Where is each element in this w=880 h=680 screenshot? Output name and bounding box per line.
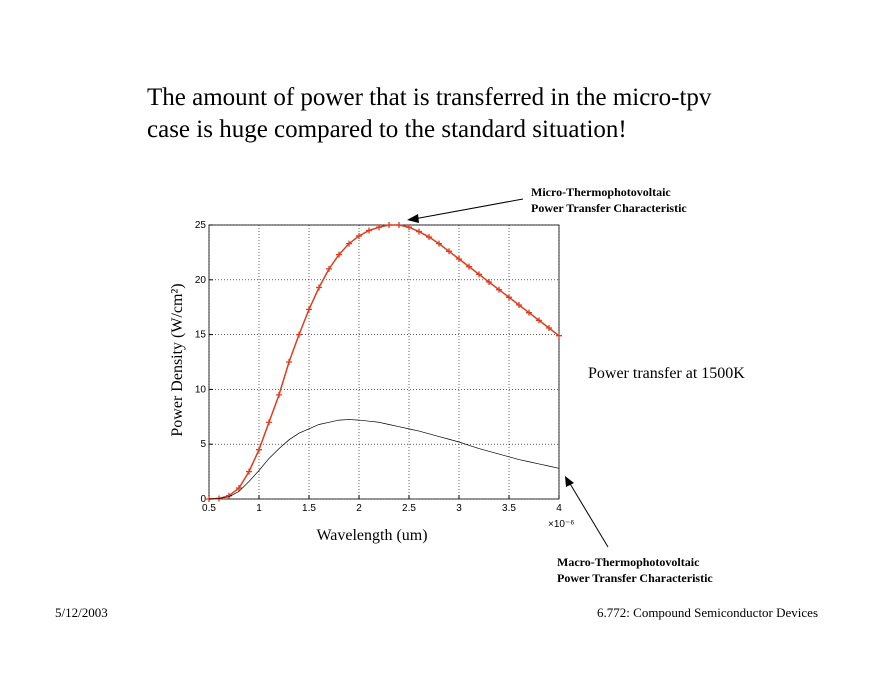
marker [236,485,242,492]
marker [436,240,442,247]
x-tick-label: 3.5 [502,503,516,514]
y-tick-label: 10 [195,384,207,395]
y-tick-label: 25 [195,220,207,231]
marker [396,222,402,228]
y-tick-label: 20 [195,275,207,286]
y-axis-label: Power Density (W/cm²) [169,283,186,436]
marker [516,302,522,309]
y-tick-label: 0 [200,494,206,505]
y-tick-label: 5 [200,439,206,450]
marker [276,391,282,398]
x-tick-label: 1 [256,503,262,514]
arrow [413,198,524,220]
marker [376,224,382,231]
footer-right: 6.772: Compound Semiconductor Devices [597,605,818,620]
x-tick-label: 3 [456,503,462,514]
marker [306,306,312,313]
note: Power transfer at 1500K [588,365,745,382]
marker [356,232,362,239]
annotation: Power Transfer Characteristic [557,571,713,585]
marker [346,240,352,247]
plot-area [208,224,560,500]
x-axis-label: Wavelength (um) [316,527,427,544]
marker [536,317,542,324]
marker [456,255,462,262]
marker [286,359,292,365]
x-multiplier: ×10⁻⁶ [548,519,574,530]
marker [466,263,472,270]
x-tick-label: 0.5 [202,503,216,514]
marker [546,325,552,332]
marker [476,271,482,278]
marker [266,419,272,426]
footer-left: 5/12/2003 [55,605,108,620]
marker [426,234,432,241]
marker [386,222,392,228]
marker [486,278,492,285]
marker [296,331,302,338]
marker [446,248,452,255]
marker [406,224,412,231]
annotation: Micro-Thermophotovoltaic [531,185,671,199]
marker [336,251,342,258]
x-tick-label: 2.5 [402,503,416,514]
marker [326,265,332,272]
arrow [568,481,609,548]
marker [496,286,502,293]
arrowhead [407,214,419,223]
marker [506,294,512,301]
x-tick-label: 4 [556,503,562,514]
marker [366,227,372,234]
title-line: case is huge compared to the standard si… [147,116,627,143]
arrowhead [565,476,574,487]
marker [246,468,252,475]
marker [256,446,262,453]
marker [416,228,422,235]
series-line [208,224,560,500]
marker [316,284,322,291]
marker [556,332,562,339]
marker [526,309,532,316]
series-line [208,419,560,500]
annotation: Power Transfer Characteristic [531,201,687,215]
y-tick-label: 15 [195,330,207,341]
title-line: The amount of power that is transferred … [147,84,712,111]
x-tick-label: 1.5 [302,503,316,514]
x-tick-label: 2 [356,503,362,514]
annotation: Macro-Thermophotovoltaic [557,555,700,569]
